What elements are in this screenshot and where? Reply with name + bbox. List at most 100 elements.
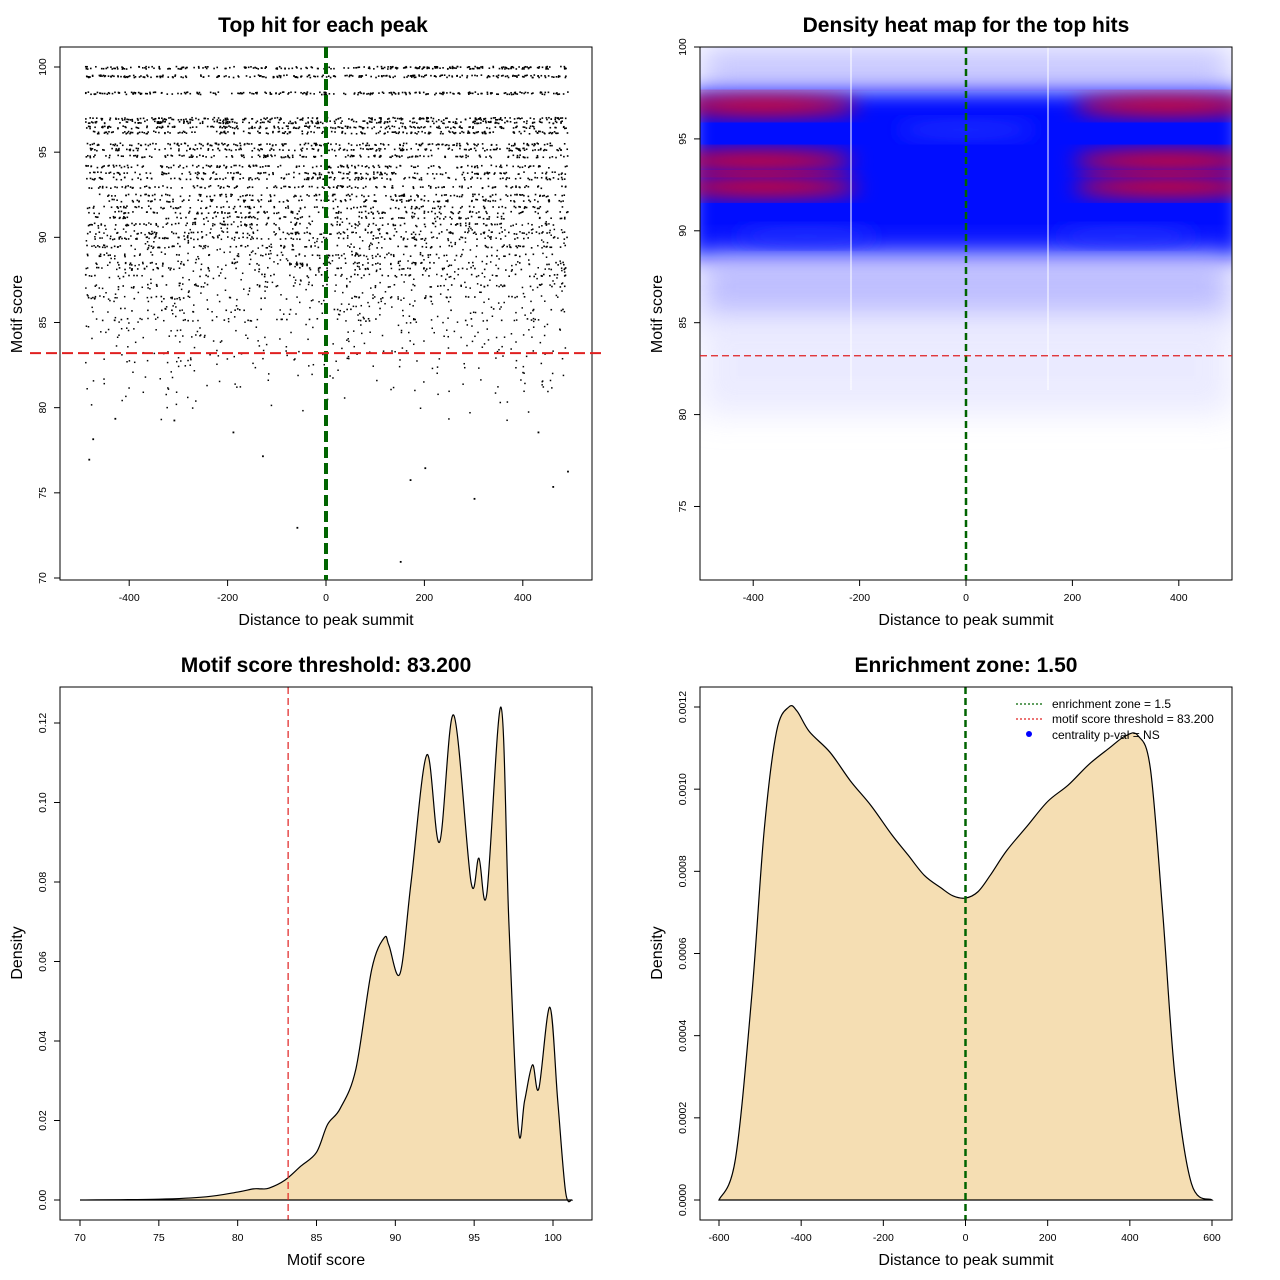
data-point: [93, 171, 96, 174]
data-point: [259, 205, 262, 208]
data-point: [397, 207, 400, 210]
data-point: [516, 117, 519, 120]
data-point: [499, 165, 501, 168]
data-point: [533, 199, 536, 201]
data-point: [530, 92, 533, 95]
data-point: [430, 300, 433, 303]
data-point: [276, 318, 278, 321]
data-point: [233, 239, 236, 241]
data-point: [524, 91, 527, 94]
data-point: [377, 253, 379, 256]
data-point: [379, 314, 381, 316]
data-point: [154, 193, 156, 196]
data-point: [552, 177, 555, 179]
data-point: [200, 207, 202, 210]
data-point: [137, 321, 139, 323]
data-point: [118, 264, 120, 266]
data-point: [113, 257, 116, 260]
data-point: [286, 318, 288, 321]
data-point: [479, 117, 481, 119]
data-point: [315, 143, 317, 146]
data-point: [490, 117, 493, 120]
data-point: [512, 66, 515, 69]
data-point: [442, 143, 444, 146]
data-point: [486, 212, 488, 215]
data-point: [478, 367, 480, 369]
data-point: [199, 334, 202, 336]
data-point: [328, 261, 330, 264]
data-point: [431, 327, 433, 330]
data-point: [487, 185, 490, 188]
data-point: [388, 75, 391, 77]
data-point: [251, 236, 253, 238]
data-point: [299, 207, 302, 209]
data-point: [164, 155, 166, 157]
data-point: [116, 232, 118, 234]
data-point: [337, 369, 339, 371]
data-point: [180, 288, 183, 291]
data-point: [289, 131, 292, 133]
data-point: [502, 245, 504, 248]
data-point: [109, 119, 111, 121]
data-point: [468, 211, 471, 214]
data-point: [377, 131, 380, 134]
data-point: [147, 144, 150, 147]
data-point: [419, 92, 421, 94]
data-point: [121, 399, 123, 402]
data-point: [563, 65, 566, 68]
data-point: [88, 187, 91, 189]
data-point: [462, 171, 465, 174]
data-point: [209, 144, 212, 147]
data-point: [135, 206, 138, 209]
data-point: [545, 221, 547, 223]
data-point: [159, 76, 162, 79]
data-point: [164, 148, 166, 150]
data-point: [435, 120, 438, 123]
data-point: [244, 216, 247, 219]
data-point: [212, 217, 214, 219]
data-point: [127, 212, 130, 214]
data-point: [397, 132, 400, 135]
data-point: [168, 201, 171, 203]
data-point: [476, 165, 478, 167]
data-point: [342, 149, 345, 151]
data-point: [448, 264, 451, 266]
data-point: [413, 284, 416, 287]
data-point: [188, 212, 190, 214]
data-point: [449, 275, 452, 278]
data-point: [382, 350, 385, 352]
data-point: [334, 198, 337, 201]
data-point: [126, 205, 128, 208]
data-point: [564, 267, 566, 270]
data-point: [168, 335, 171, 337]
data-point: [121, 66, 123, 68]
data-point: [299, 216, 302, 219]
data-point: [372, 176, 375, 179]
data-point: [359, 147, 362, 150]
data-point: [89, 231, 91, 233]
data-point: [375, 224, 377, 226]
data-point: [192, 148, 195, 150]
data-point: [515, 311, 517, 314]
data-point: [283, 245, 286, 247]
data-point: [209, 178, 211, 180]
data-point: [123, 131, 126, 133]
data-point: [469, 210, 472, 213]
data-point: [471, 165, 473, 168]
data-point: [246, 337, 249, 340]
data-point: [420, 143, 423, 146]
data-point: [401, 201, 403, 203]
data-point: [492, 117, 495, 119]
data-point: [127, 238, 130, 240]
data-point: [218, 234, 221, 236]
data-point: [280, 177, 283, 179]
data-point: [123, 176, 126, 179]
data-point: [358, 125, 361, 128]
data-point: [404, 126, 406, 128]
data-point: [536, 177, 539, 179]
data-point: [381, 177, 383, 180]
data-point: [290, 263, 292, 265]
data-point: [173, 268, 175, 271]
data-point: [320, 155, 323, 157]
data-point: [279, 309, 281, 311]
